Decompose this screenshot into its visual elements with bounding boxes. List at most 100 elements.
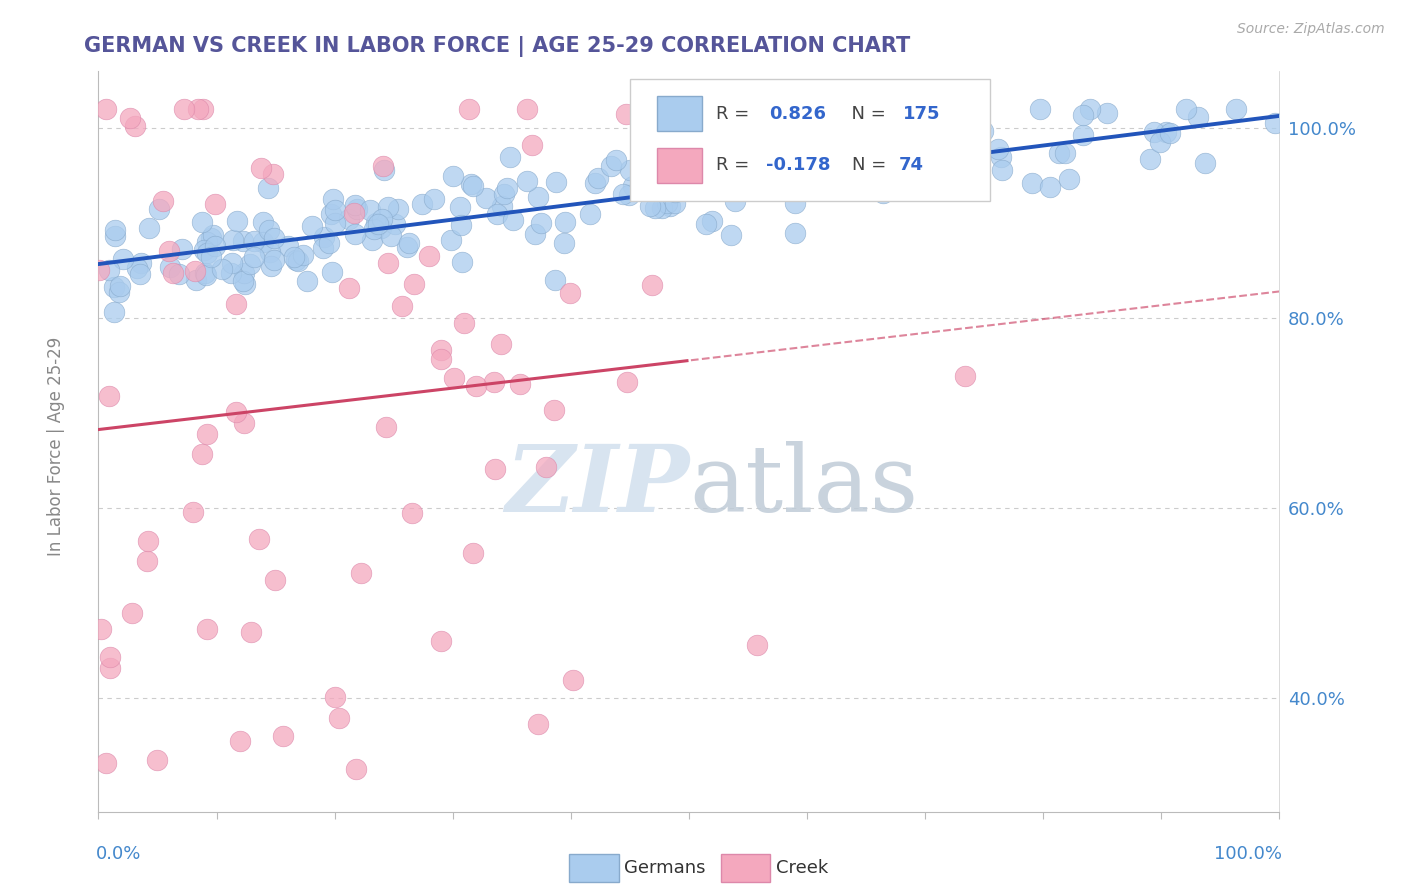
Point [489,337,512,351]
Point [1039,179,1062,194]
Point [229,733,252,747]
Text: GERMAN VS CREEK IN LABOR FORCE | AGE 25-29 CORRELATION CHART: GERMAN VS CREEK IN LABOR FORCE | AGE 25-… [84,36,911,57]
Point [418,249,440,263]
Point [225,297,247,311]
Point [125,261,148,276]
Point [98,661,121,675]
Point [100,649,122,664]
Point [499,150,522,164]
Point [252,215,274,229]
Point [121,606,143,620]
Point [605,153,627,167]
Point [373,162,395,177]
Point [257,181,280,195]
Point [411,196,433,211]
Point [193,103,215,117]
Point [111,252,134,267]
Point [129,267,152,281]
Point [87,263,110,277]
Point [204,197,226,211]
Point [195,427,218,442]
Point [586,171,609,186]
Point [221,233,243,247]
Point [430,343,453,357]
Point [990,150,1012,164]
Point [233,416,256,430]
Point [108,285,131,299]
Point [373,159,395,173]
Point [204,239,226,253]
Point [638,165,661,179]
Text: -0.178: -0.178 [766,156,830,174]
Point [90,622,112,636]
Point [619,163,641,178]
Point [509,377,531,392]
Point [616,375,638,389]
Point [104,222,127,236]
Point [724,194,747,209]
Point [463,546,485,560]
Point [264,573,287,587]
Point [221,255,243,269]
Point [536,459,558,474]
Point [657,195,679,210]
Point [384,217,406,231]
Point [1047,145,1070,160]
Point [232,266,254,280]
Text: Germans: Germans [624,859,706,877]
Point [910,120,932,135]
Point [211,261,233,276]
Point [398,235,420,250]
Point [475,191,498,205]
Point [360,233,382,247]
Point [423,192,446,206]
Point [1174,103,1197,117]
Point [561,673,583,688]
Point [659,170,682,185]
Point [344,198,367,212]
Point [172,242,194,256]
Point [194,266,217,280]
Point [527,190,550,204]
Point [558,286,581,301]
Point [1071,128,1094,143]
FancyBboxPatch shape [630,78,990,201]
Point [783,227,806,241]
Point [343,227,366,241]
Point [441,169,464,183]
Point [250,161,273,176]
Point [173,103,195,117]
Point [94,756,117,770]
Point [187,103,209,117]
Point [640,199,662,213]
Text: 175: 175 [903,104,941,122]
Point [233,277,256,292]
Point [402,277,425,292]
Point [664,195,686,210]
Point [953,369,976,384]
Point [96,103,118,117]
Point [654,164,676,178]
Point [312,241,335,255]
Point [242,234,264,248]
Point [1263,116,1285,130]
Point [659,199,682,213]
Point [1059,172,1081,186]
Point [1194,156,1216,170]
Point [972,123,994,137]
Point [287,253,309,268]
Point [695,217,717,231]
Point [578,207,600,221]
Point [583,176,606,190]
Text: R =: R = [716,156,755,174]
Point [364,216,387,230]
Point [502,213,524,227]
Point [884,153,907,167]
Point [1139,152,1161,166]
Point [731,161,754,175]
Point [195,622,218,636]
Point [260,260,283,274]
Point [841,165,863,179]
Point [1029,103,1052,117]
Point [440,233,463,247]
